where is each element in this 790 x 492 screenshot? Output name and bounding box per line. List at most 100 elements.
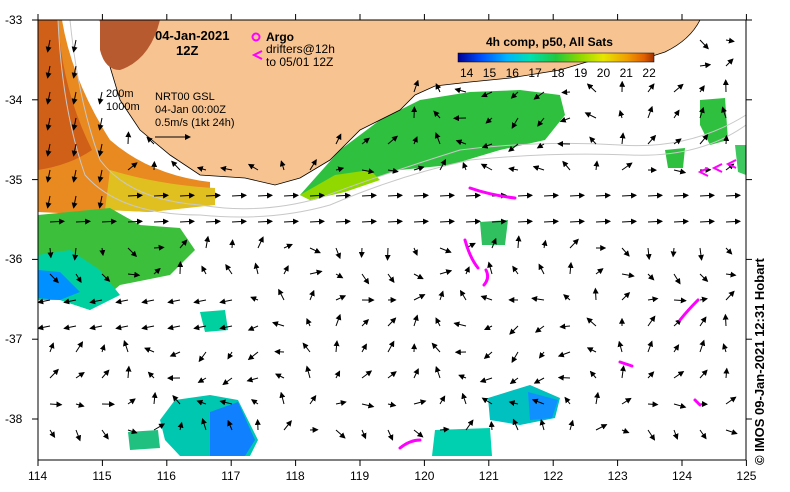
current-arrow <box>127 192 143 199</box>
current-arrow <box>201 265 207 275</box>
current-arrow <box>592 287 599 301</box>
longitude-tick-label: 117 <box>221 469 241 483</box>
current-arrow <box>127 428 138 435</box>
current-arrow <box>584 112 597 119</box>
current-arrow <box>439 426 450 433</box>
current-arrow <box>231 192 247 199</box>
drifter-markers <box>697 159 737 177</box>
current-arrow <box>725 192 741 199</box>
current-arrow <box>586 317 597 327</box>
current-arrow <box>647 340 653 353</box>
current-arrow <box>480 163 493 171</box>
current-arrow <box>699 369 708 379</box>
current-arrow <box>45 91 52 105</box>
current-arrow <box>279 160 286 171</box>
current-arrow <box>309 269 323 276</box>
contour-label-1000m: 1000m <box>106 101 140 113</box>
current-arrow <box>589 136 597 145</box>
current-arrow <box>536 142 545 149</box>
current-arrow <box>541 239 548 249</box>
colorbar-tick-label: 17 <box>528 66 542 80</box>
current-arrow <box>508 400 519 407</box>
current-arrow <box>723 134 730 145</box>
current-arrow <box>485 117 493 124</box>
current-arrow <box>508 143 519 152</box>
current-arrow <box>153 423 166 431</box>
current-arrow <box>698 85 705 93</box>
current-arrow <box>647 83 655 93</box>
current-arrow <box>45 169 52 183</box>
colorbar-tick-label: 18 <box>551 66 565 80</box>
current-arrow <box>283 420 292 431</box>
current-arrow <box>413 399 427 406</box>
current-arrow <box>309 394 317 405</box>
current-arrow <box>481 91 493 98</box>
current-arrow <box>454 87 467 94</box>
current-arrow <box>491 237 497 249</box>
current-arrow <box>559 116 571 123</box>
current-arrow <box>725 271 737 278</box>
current-arrow <box>153 192 169 199</box>
current-arrow <box>647 192 663 199</box>
current-arrow <box>127 247 138 258</box>
current-arrow <box>171 160 181 171</box>
current-arrow <box>673 192 689 199</box>
current-arrow <box>439 269 453 275</box>
current-arrow <box>153 244 165 251</box>
current-arrow <box>435 83 442 93</box>
current-arrow <box>115 298 129 305</box>
current-arrow <box>302 342 311 353</box>
current-arrow <box>413 192 429 199</box>
current-arrow <box>45 143 52 157</box>
current-arrow <box>101 218 117 225</box>
map-frame <box>37 19 747 461</box>
current-arrow <box>586 83 597 93</box>
current-arrow <box>361 192 377 199</box>
current-arrow <box>569 218 585 225</box>
current-arrow <box>483 351 493 360</box>
current-arrow <box>621 247 630 257</box>
current-arrow <box>517 192 533 199</box>
current-arrow <box>71 91 78 105</box>
current-arrow <box>153 218 169 225</box>
current-arrow <box>538 263 545 275</box>
current-arrow <box>673 138 682 145</box>
sst-east-green2 <box>665 148 685 168</box>
current-arrow <box>151 391 158 405</box>
current-arrow <box>71 39 78 53</box>
current-arrow <box>283 265 289 275</box>
current-arrow <box>439 192 455 199</box>
current-arrow <box>198 351 207 363</box>
current-arrow <box>453 321 467 328</box>
colorbar-tick-label: 22 <box>642 66 656 80</box>
current-arrow <box>231 218 247 225</box>
current-arrow <box>37 298 51 305</box>
current-arrow <box>127 398 136 405</box>
current-arrow <box>147 371 155 379</box>
current-arrow <box>479 377 493 383</box>
current-arrow <box>561 89 571 96</box>
current-arrow <box>384 247 391 261</box>
current-arrow <box>617 340 624 353</box>
current-arrow <box>465 192 481 199</box>
current-arrow <box>309 159 317 171</box>
latitude-tick-label: -33 <box>5 13 23 27</box>
current-arrow <box>647 371 655 379</box>
current-arrow <box>586 347 597 353</box>
current-arrow <box>335 429 346 439</box>
current-arrow <box>179 218 195 225</box>
current-arrow <box>533 377 545 384</box>
current-arrow <box>413 218 429 225</box>
current-arrow <box>204 235 211 249</box>
current-arrow <box>531 296 545 302</box>
current-arrow <box>621 192 637 199</box>
current-arrow <box>538 351 545 359</box>
current-arrow <box>512 265 519 275</box>
current-arrow <box>250 296 259 302</box>
current-arrow <box>97 195 104 209</box>
current-arrow <box>725 37 735 44</box>
current-arrow <box>101 273 111 282</box>
current-arrow <box>595 192 611 199</box>
current-arrow <box>413 368 419 379</box>
current-arrow <box>412 136 418 145</box>
